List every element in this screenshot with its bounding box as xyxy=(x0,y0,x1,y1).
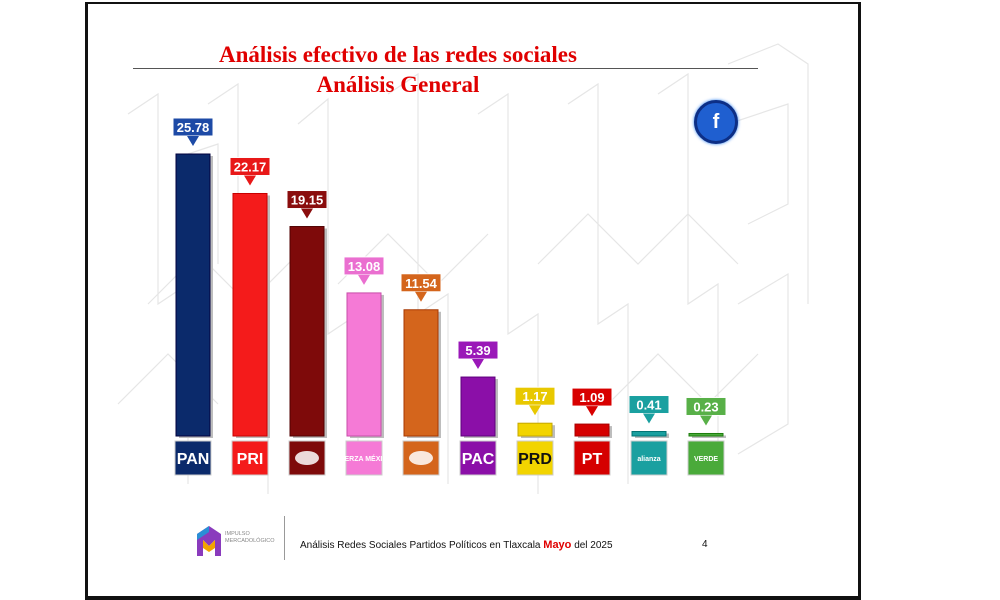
party-logo-box xyxy=(459,440,497,476)
bar-alianza xyxy=(631,431,667,437)
party-logo-label: PRD xyxy=(518,451,552,468)
bar-fuerza-por-m-xico xyxy=(346,292,382,437)
value-label: 11.54 xyxy=(405,276,438,291)
bar-prd xyxy=(517,422,553,437)
chart-title: Análisis efectivo de las redes sociales xyxy=(219,42,577,67)
footer-separator xyxy=(284,516,285,560)
logo-line-2: MERCADOLÓGICO xyxy=(225,538,275,544)
value-label: 19.15 xyxy=(291,193,324,208)
slide: Análisis efectivo de las redes sociales … xyxy=(85,2,861,600)
bar-pac xyxy=(460,376,496,437)
value-label: 13.08 xyxy=(348,259,381,274)
value-label-arrow xyxy=(700,415,712,426)
value-label: 22.17 xyxy=(234,159,267,174)
value-label: 25.78 xyxy=(177,120,210,135)
bar-shadow xyxy=(692,435,726,438)
page-number: 4 xyxy=(702,539,708,550)
value-label-arrow xyxy=(244,175,256,186)
party-logo-label: alianza xyxy=(637,456,660,463)
party-logo-box xyxy=(573,440,611,476)
party-logo-label: VERDE xyxy=(694,456,718,463)
value-label-arrow xyxy=(586,406,598,417)
value-label-arrow xyxy=(415,291,427,302)
value-label-arrow xyxy=(529,405,541,416)
party-logo-emblem xyxy=(409,451,433,465)
party-logo-box xyxy=(516,440,554,476)
chart-subtitle: Análisis General xyxy=(316,72,480,97)
party-logo-label: PT xyxy=(582,451,603,468)
party-logo-label: PAN xyxy=(177,451,210,468)
footer-month: Mayo xyxy=(543,539,572,551)
title-rule xyxy=(133,68,758,69)
party-logo-label: PRI xyxy=(237,451,264,468)
party-logo-box xyxy=(231,440,269,476)
bar-pt xyxy=(574,423,610,437)
logo-text: IMPULSO MERCADOLÓGICO xyxy=(225,531,275,545)
footer-caption: Análisis Redes Sociales Partidos Polític… xyxy=(300,539,613,551)
party-logo-label: PAC xyxy=(462,451,495,468)
logo-line-1: IMPULSO xyxy=(225,531,250,537)
value-label-arrow xyxy=(301,208,313,219)
value-label-arrow xyxy=(643,413,655,424)
bar-chart: 25.78 PAN 22.17 PRI 19.15 13.08 FUERZA MÉXICO 1… xyxy=(172,117,727,476)
party-logo-box xyxy=(630,440,668,476)
value-label-arrow xyxy=(187,136,199,146)
background-pattern xyxy=(117,43,809,494)
value-label-arrow xyxy=(472,359,484,370)
value-label: 1.09 xyxy=(579,390,604,405)
bar-pri xyxy=(232,192,268,437)
value-label: 5.39 xyxy=(465,343,490,358)
bar-pan xyxy=(175,153,211,437)
value-label: 0.41 xyxy=(636,398,661,413)
value-label: 1.17 xyxy=(522,389,547,404)
value-label-arrow xyxy=(358,274,370,285)
footer-year: del 2025 xyxy=(574,540,613,551)
impulso-logo xyxy=(193,522,273,562)
party-logo-label: FUERZA MÉXICO xyxy=(335,454,393,463)
party-logo-emblem xyxy=(295,451,319,465)
footer-text: Análisis Redes Sociales Partidos Polític… xyxy=(300,540,541,551)
bar-movimiento-ciudadano xyxy=(403,309,439,437)
bar-morena xyxy=(289,226,325,437)
party-logo-box xyxy=(345,440,383,476)
party-logo-box xyxy=(687,440,725,476)
value-label: 0.23 xyxy=(693,399,718,414)
facebook-icon: f xyxy=(694,100,738,144)
party-logo-box xyxy=(174,440,212,476)
bar-verde xyxy=(688,432,724,437)
